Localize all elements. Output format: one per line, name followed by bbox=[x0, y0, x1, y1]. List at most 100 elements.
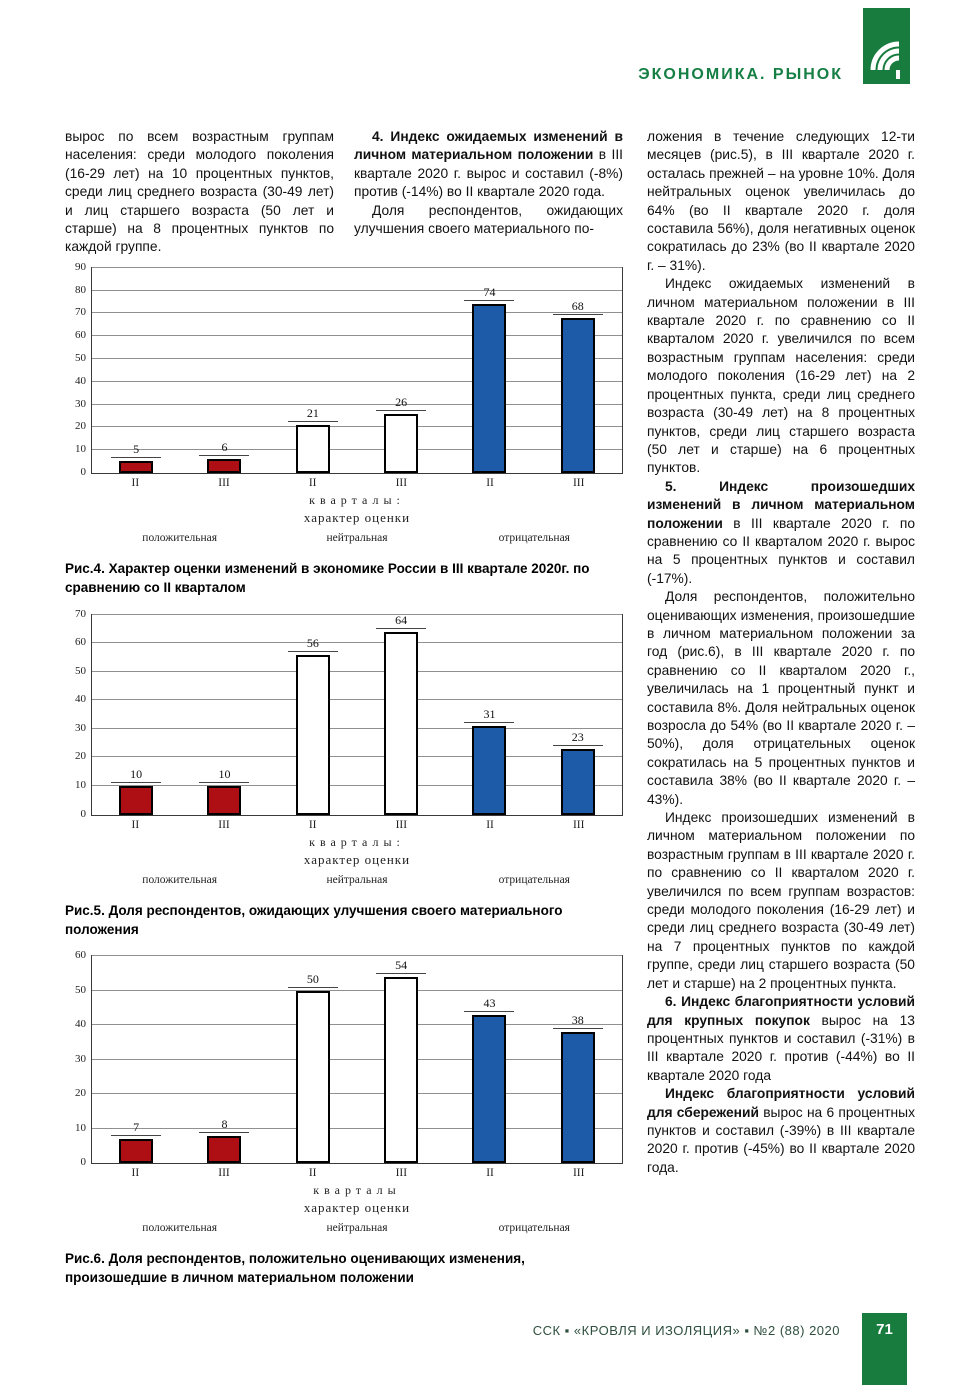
column-right: ложения в течение следующих 12-ти месяце… bbox=[647, 128, 915, 1304]
x-tick-label: II bbox=[308, 1167, 317, 1180]
body-text: в III квартале 2020 г. вырос и составил … bbox=[354, 147, 624, 200]
gridline bbox=[92, 357, 622, 359]
y-tick-label: 50 bbox=[75, 983, 86, 996]
bar bbox=[119, 1139, 154, 1164]
body-text: ложения в течение следующих 12-ти месяце… bbox=[647, 129, 915, 273]
body-text: вырос по всем возрастным группам населен… bbox=[65, 129, 334, 255]
gridline bbox=[92, 756, 622, 758]
y-tick-label: 70 bbox=[75, 607, 86, 620]
x-tick-label: II bbox=[486, 818, 494, 831]
body-text: вырос на 6 процентных пунктов и составил… bbox=[647, 1104, 915, 1175]
category-group-label: нейтральная bbox=[326, 873, 388, 886]
gridline bbox=[92, 727, 622, 729]
y-tick-label: 70 bbox=[75, 306, 86, 319]
y-tick-label: 50 bbox=[75, 664, 86, 677]
y-tick-label: 10 bbox=[75, 779, 86, 792]
column-left: вырос по всем возрастным группам населен… bbox=[65, 128, 334, 257]
bar bbox=[295, 654, 330, 815]
figure-6: 0 10 20 30 40 50 60 7 8 50 54 43 38 II III II III II III… bbox=[65, 949, 623, 1288]
y-axis: 0 10 20 30 40 50 60 bbox=[65, 949, 91, 1168]
category-group-label: отрицательная bbox=[498, 531, 570, 544]
figure-caption: Рис.5. Доля респондентов, ожидающих улуч… bbox=[65, 902, 563, 937]
x-tick-label: III bbox=[218, 818, 230, 831]
gridline bbox=[92, 403, 622, 405]
x-axis-labels: II III II III II III bbox=[91, 474, 623, 489]
bar-slot: 10 bbox=[180, 615, 268, 815]
bar-slot: 64 bbox=[357, 613, 445, 815]
bar-value-label: 50 bbox=[287, 972, 338, 988]
category-group-labels: положительная нейтральная отрицательная bbox=[91, 526, 623, 544]
gridline bbox=[92, 699, 622, 701]
gridline bbox=[92, 380, 622, 382]
page-number-box: 71 bbox=[862, 1313, 907, 1385]
gridline bbox=[92, 1058, 622, 1060]
x-tick-label: II bbox=[131, 818, 140, 831]
plot-area: 5 6 21 26 74 68 bbox=[91, 266, 623, 474]
y-tick-label: 80 bbox=[75, 283, 86, 296]
x-tick-label: III bbox=[395, 1167, 408, 1180]
y-tick-label: 60 bbox=[75, 949, 86, 962]
y-tick-label: 0 bbox=[80, 1156, 87, 1169]
gridline bbox=[92, 989, 622, 991]
y-tick-label: 40 bbox=[75, 374, 86, 387]
bar-value-label: 26 bbox=[376, 395, 427, 411]
x-axis-title-quarters: кварталы: bbox=[309, 834, 405, 849]
gridline bbox=[92, 449, 622, 451]
paragraph: Индекс произошедших изменений в личном м… bbox=[647, 809, 915, 993]
section-label: ЭКОНОМИКА. РЫНОК bbox=[638, 66, 843, 83]
paragraph: 6. Индекс благоприятности условий для кр… bbox=[647, 993, 915, 1085]
bar bbox=[119, 786, 154, 815]
x-tick-label: II bbox=[308, 818, 317, 831]
bar bbox=[384, 413, 419, 473]
bar-value-label: 10 bbox=[111, 768, 162, 784]
y-axis: 0 10 20 30 40 50 60 70 bbox=[65, 608, 91, 820]
x-tick-label: II bbox=[486, 476, 494, 489]
bar-slot: 7 bbox=[92, 956, 180, 1164]
category-group-label: положительная bbox=[142, 873, 218, 886]
bar bbox=[472, 304, 507, 473]
bar-value-label: 7 bbox=[111, 1121, 162, 1137]
gridline bbox=[92, 335, 622, 337]
bar-chart-fig6: 0 10 20 30 40 50 60 7 8 50 54 43 38 II III II III II III bbox=[65, 949, 623, 1180]
x-tick-label: II bbox=[131, 476, 140, 489]
bar-slot: 68 bbox=[534, 268, 622, 473]
bar-chart-fig4: 0 10 20 30 40 50 60 70 80 90 5 6 21 26 74 68 II III II II… bbox=[65, 261, 623, 489]
bold-text: 5. Индекс произошедших изменений в лично… bbox=[647, 478, 915, 531]
journal-info: ССК ▪ «КРОВЛЯ И ИЗОЛЯЦИЯ» ▪ №2 (88) 2020 bbox=[532, 1323, 840, 1338]
body-text: в III квартале 2020 г. по сравнению со I… bbox=[647, 515, 915, 586]
bar-slot: 23 bbox=[534, 615, 622, 815]
y-tick-label: 10 bbox=[75, 1121, 86, 1134]
gridline bbox=[92, 266, 622, 268]
gridline bbox=[92, 642, 622, 644]
category-group-label: нейтральная bbox=[326, 531, 388, 544]
paragraph: Индекс ожидаемых изменений в личном мате… bbox=[647, 275, 915, 477]
paragraph: вырос по всем возрастным группам населен… bbox=[65, 128, 334, 257]
y-tick-label: 20 bbox=[75, 750, 86, 763]
x-axis-title-quarters: кварталы bbox=[313, 1183, 401, 1198]
bar-value-label: 38 bbox=[552, 1014, 603, 1030]
body-text: Доля респондентов, ожидающих улучшения с… bbox=[354, 202, 623, 237]
body-text: Доля респондентов, положительно оцениваю… bbox=[647, 589, 915, 807]
plot-area: 10 10 56 64 31 23 bbox=[91, 613, 623, 816]
bar-value-label: 5 bbox=[111, 443, 162, 459]
bar-value-label: 21 bbox=[287, 407, 338, 423]
x-tick-label: III bbox=[572, 1167, 585, 1180]
gridline bbox=[92, 312, 622, 314]
figure-caption: Рис.6. Доля респондентов, положительно о… bbox=[65, 1251, 525, 1286]
figure-4: 0 10 20 30 40 50 60 70 80 90 5 6 21 26 74 68 II III II II… bbox=[65, 261, 623, 598]
bar bbox=[560, 748, 595, 815]
bar-slot: 74 bbox=[445, 268, 533, 473]
bar-value-label: 43 bbox=[464, 997, 515, 1013]
y-tick-label: 20 bbox=[75, 1087, 86, 1100]
bar-slot: 38 bbox=[534, 956, 622, 1164]
bar-value-label: 64 bbox=[376, 613, 427, 629]
category-group-labels: положительная нейтральная отрицательная bbox=[91, 1216, 623, 1234]
category-group-label: нейтральная bbox=[326, 1222, 388, 1235]
bar bbox=[560, 317, 595, 473]
bar-value-label: 56 bbox=[287, 636, 338, 652]
gridline bbox=[92, 955, 622, 957]
bar-slot: 21 bbox=[269, 268, 357, 473]
y-tick-label: 30 bbox=[75, 1052, 86, 1065]
y-tick-label: 60 bbox=[75, 329, 86, 342]
